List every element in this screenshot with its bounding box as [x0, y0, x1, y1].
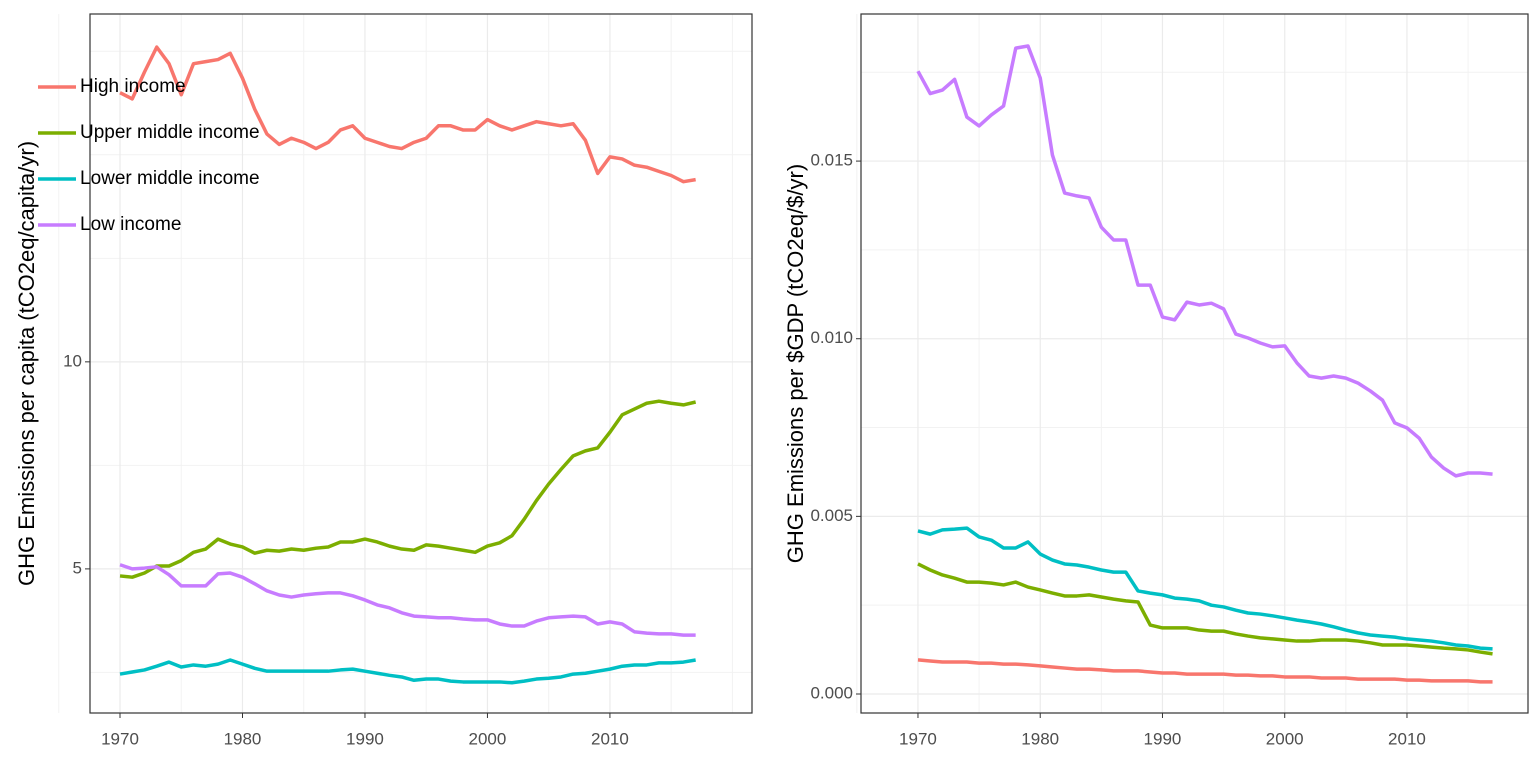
legend-label: Low income	[80, 214, 181, 235]
legend-label: Lower middle income	[80, 168, 260, 189]
plot-border	[89, 13, 753, 714]
x-tick-label: 2000	[1266, 729, 1304, 748]
series-line	[917, 562, 1493, 656]
x-tick-label: 1980	[1021, 729, 1059, 748]
y-tick-label: 5	[73, 558, 82, 577]
panel: 5 10 1970 1980 1990 2000 2010 GHG Emissions per…	[14, 13, 753, 748]
x-tick-label: 1990	[1144, 729, 1182, 748]
series-line	[119, 399, 697, 579]
y-tick-label: 0.005	[810, 506, 853, 525]
legend-label: Upper middle income	[80, 122, 260, 143]
series-line	[119, 563, 696, 637]
x-tick-label: 1990	[346, 729, 384, 748]
series-line	[119, 45, 696, 184]
y-tick-label: 0.000	[810, 683, 853, 702]
series-line	[119, 658, 696, 685]
panel: 0.000 0.005 0.010 0.015 1970 1980 1990 2000 2010…	[783, 13, 1529, 748]
y-tick-label: 0.010	[810, 328, 853, 347]
y-axis-label: GHG Emissions per capita (tCO2eq/capita/…	[14, 141, 39, 586]
x-tick-label: 1970	[101, 729, 139, 748]
y-tick-label: 10	[63, 351, 82, 370]
series-line	[917, 658, 1493, 684]
x-tick-label: 2010	[591, 729, 629, 748]
x-tick-label: 2010	[1388, 729, 1426, 748]
series-line	[916, 44, 1493, 478]
x-tick-label: 2000	[469, 729, 507, 748]
plot-border	[860, 13, 1529, 714]
x-tick-label: 1980	[224, 729, 262, 748]
y-axis-label: GHG Emissions per $GDP (tCO2eq/$/yr)	[783, 164, 808, 563]
y-tick-label: 0.015	[810, 151, 853, 170]
legend-label: High income	[80, 76, 186, 97]
series-line	[917, 526, 1493, 651]
x-tick-label: 1970	[899, 729, 937, 748]
